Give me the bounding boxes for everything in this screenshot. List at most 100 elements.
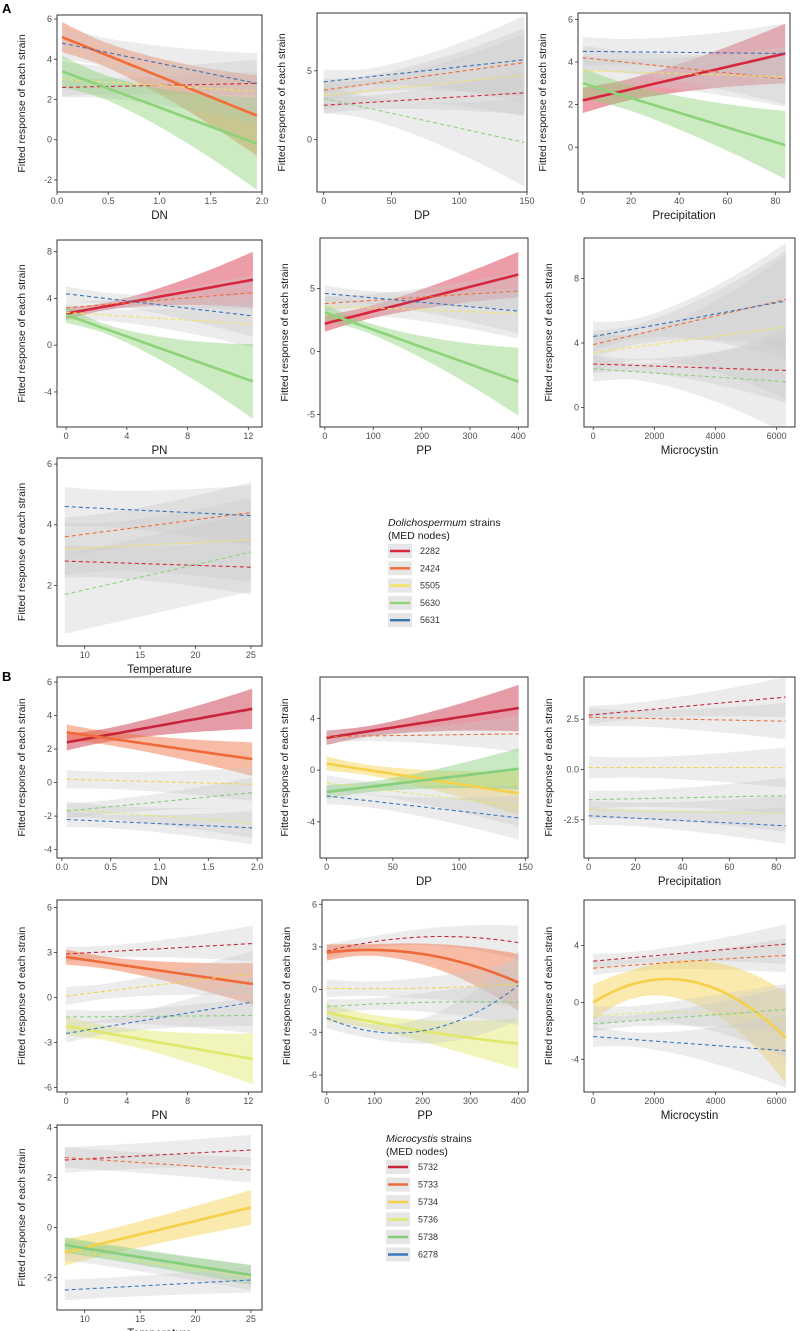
- line-strain-5736: [326, 782, 519, 807]
- x-tick-label: 60: [722, 196, 732, 206]
- ribbon-strain-5505: [593, 254, 786, 400]
- plot-content: [65, 925, 254, 1085]
- x-axis-title: PN: [152, 445, 168, 457]
- line-strain-2282: [64, 560, 251, 568]
- ribbon-strain-2424: [324, 272, 519, 312]
- legend-b-subtitle: (MED nodes): [386, 1146, 448, 1158]
- legend-dolichospermum: Dolichospermum strains (MED nodes) 22822…: [388, 517, 501, 628]
- y-tick-label: 6: [47, 459, 52, 469]
- line-strain-5631: [324, 292, 519, 312]
- x-axis-title: PP: [417, 1110, 433, 1122]
- legend-a-title-italic: Dolichospermum: [388, 517, 467, 529]
- line-strain-5631: [64, 505, 251, 517]
- line-strain-5738: [326, 767, 519, 794]
- ribbon-strain-5630: [66, 306, 253, 419]
- x-axis-title: Microcystin: [661, 1110, 719, 1122]
- x-tick-label: 200: [415, 1096, 430, 1106]
- ribbon-strain-5732: [326, 925, 519, 960]
- legend-a-title: Dolichospermum strains: [388, 517, 501, 529]
- y-tick-label: 0: [574, 997, 579, 1007]
- ribbon-strain-5733: [66, 724, 253, 776]
- legend-label: 5732: [418, 1162, 438, 1172]
- line-strain-5505: [593, 326, 786, 354]
- ribbon-strain-5733: [326, 943, 519, 1011]
- x-axis-title: DP: [414, 210, 430, 222]
- legend-label: 5733: [418, 1180, 438, 1190]
- legend-item-5736: 5736: [386, 1212, 438, 1227]
- legend-b-title-italic: Microcystis: [386, 1133, 439, 1145]
- ribbon-strain-5734: [66, 767, 253, 801]
- x-tick-label: 2.0: [251, 862, 264, 872]
- line-strain-5732: [66, 942, 253, 955]
- x-tick-label: 0: [580, 196, 585, 206]
- y-tick-label: 4: [310, 713, 315, 723]
- legend-label: 5505: [420, 581, 440, 591]
- legend-label: 5734: [418, 1197, 438, 1207]
- chart-panel-b-pp: 0 100 200 300 400 -6 -3 0 3 6 PP Fitted response of…: [281, 899, 529, 1122]
- line-strain-5734: [326, 762, 519, 795]
- chart-panel-a-pn: 0 4 8 12 -4 0 4 8 PN Fitted response of each stra…: [16, 239, 263, 457]
- ribbon-strain-5738: [66, 997, 253, 1034]
- y-tick-label: 0: [47, 778, 52, 788]
- line-strain-5630: [582, 82, 786, 147]
- legend-item-5630: 5630: [388, 595, 440, 610]
- legend-item-2282: 2282: [388, 544, 440, 558]
- y-tick-label: 2: [47, 94, 52, 104]
- x-tick-label: 8: [185, 431, 190, 441]
- plot-content: [61, 22, 258, 190]
- y-tick-label: -2: [44, 175, 52, 185]
- plot-frame: [56, 1124, 263, 1311]
- y-axis-title: Fitted response of each strain: [276, 33, 288, 171]
- y-tick-label: -3: [44, 1038, 52, 1048]
- line-strain-5732: [64, 1149, 251, 1161]
- ribbon-strain-2282: [66, 251, 253, 320]
- ribbon-strain-5734: [326, 961, 519, 1007]
- x-tick-label: 1.5: [202, 862, 215, 872]
- x-tick-label: 40: [677, 862, 687, 872]
- line-strain-6278: [326, 795, 519, 819]
- plot-content: [326, 684, 519, 840]
- x-tick-label: 4000: [705, 1096, 725, 1106]
- line-strain-5505: [323, 74, 525, 97]
- legend-item-2424: 2424: [388, 561, 440, 576]
- plot-content: [65, 251, 254, 419]
- ribbon-strain-6278: [326, 951, 519, 1044]
- ribbon-strain-5734: [593, 960, 786, 1084]
- y-tick-label: 6: [47, 903, 52, 913]
- y-tick-label: 2.5: [566, 714, 579, 724]
- y-tick-label: 6: [47, 677, 52, 687]
- x-tick-label: 40: [674, 196, 684, 206]
- legend-label: 2282: [420, 546, 440, 556]
- ribbon-strain-6278: [64, 1267, 251, 1301]
- x-axis-title: Temperature: [127, 1328, 192, 1331]
- y-tick-label: 4: [574, 338, 579, 348]
- y-tick-label: -2: [44, 811, 52, 821]
- ribbon-strain-5732: [64, 1135, 251, 1173]
- legend-microcystis: Microcystis strains (MED nodes) 5732 5733…: [386, 1133, 472, 1262]
- plot-background: [320, 238, 528, 427]
- y-tick-label: 0.0: [566, 765, 579, 775]
- ribbon-strain-2424: [64, 482, 251, 557]
- line-strain-5733: [65, 955, 254, 986]
- plot-background: [57, 900, 262, 1092]
- ribbon-strain-5734: [64, 1190, 251, 1266]
- line-strain-5630: [65, 313, 254, 383]
- ribbon-strain-6278: [593, 1013, 786, 1088]
- x-axis-title: DP: [416, 876, 432, 888]
- x-tick-label: 10: [80, 1314, 90, 1324]
- x-tick-label: 0.5: [102, 196, 115, 206]
- y-tick-label: 4: [47, 711, 52, 721]
- plot-content: [64, 1135, 252, 1301]
- y-tick-label: -2.5: [563, 815, 579, 825]
- y-tick-label: 5: [310, 283, 315, 293]
- x-tick-label: 4: [124, 1096, 129, 1106]
- chart-panel-a-dn: 0.0 0.5 1.0 1.5 2.0 -2 0 2 4 6 DN Fitted response o…: [16, 14, 268, 222]
- plot-background: [57, 458, 262, 646]
- plot-background: [584, 900, 795, 1092]
- y-axis-title: Fitted response of each strain: [279, 263, 291, 401]
- plot-background: [317, 13, 527, 192]
- x-tick-label: 0: [586, 862, 591, 872]
- ribbon-strain-5733: [326, 715, 519, 752]
- y-axis-title: Fitted response of each strain: [16, 483, 28, 621]
- x-axis-title: Precipitation: [652, 210, 715, 222]
